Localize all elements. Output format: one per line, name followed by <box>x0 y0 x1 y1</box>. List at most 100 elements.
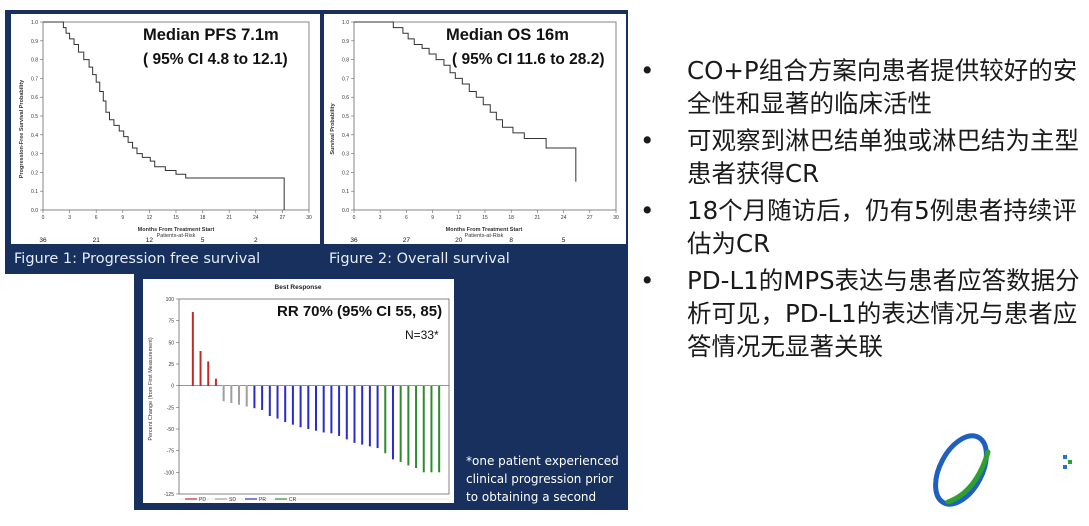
y-tick-label: 0.1 <box>342 189 349 195</box>
pfs-xlabel: Months From Treatment Start <box>138 227 215 233</box>
x-tick-label: 21 <box>535 215 541 221</box>
waterfall-panel: Best Response RR 70% (95% CI 55, 85) N=3… <box>143 279 454 503</box>
x-tick-label: 15 <box>173 215 179 221</box>
waterfall-bar <box>338 385 341 436</box>
waterfall-bar <box>330 385 333 434</box>
y-tick-label: 0.7 <box>342 76 349 82</box>
y-tick-label: 0.4 <box>31 133 38 139</box>
y-tick-label: 50 <box>168 340 174 346</box>
pfs-caption: Figure 1: Progression free survival <box>14 251 261 267</box>
waterfall-bar <box>353 385 356 443</box>
waterfall-bar <box>284 385 287 423</box>
x-tick-label: 21 <box>226 215 232 221</box>
risk-count: 5 <box>201 237 205 244</box>
bullet-text: 18个月随访后，仍有5例患者持续评估为CR <box>687 196 1077 258</box>
bullet-item: • PD-L1的MPS表达与患者应答数据分析可见，PD-L1的表达情况与患者应答情… <box>640 264 1080 363</box>
pfs-panel: Median PFS 7.1m ( 95% CI 4.8 to 12.1) Mo… <box>11 14 320 244</box>
y-tick-label: 0 <box>171 384 174 390</box>
logo-dot <box>1068 460 1072 464</box>
x-tick-label: 24 <box>253 215 259 221</box>
pfs-ci: ( 95% CI 4.8 to 12.1) <box>143 51 288 68</box>
bullet-dot-icon: • <box>640 266 655 295</box>
y-tick-label: 0.7 <box>31 76 38 82</box>
waterfall-bar <box>307 385 310 429</box>
x-tick-label: 12 <box>147 215 153 221</box>
waterfall-bar <box>391 385 394 460</box>
y-tick-label: -125 <box>164 492 174 498</box>
pfs-risk-label: Patients-at-Risk <box>157 233 196 239</box>
risk-count: 21 <box>93 237 101 244</box>
y-tick-label: -75 <box>167 449 174 455</box>
risk-count: 5 <box>562 237 566 244</box>
waterfall-bar <box>191 312 194 386</box>
os-headline: Median OS 16m <box>446 26 569 44</box>
risk-count: 36 <box>39 237 47 244</box>
y-tick-label: 0.6 <box>342 95 349 101</box>
waterfall-bar <box>315 385 317 431</box>
waterfall-footnote: *one patient experienced clinical progre… <box>466 454 619 522</box>
bullet-dot-icon: • <box>640 196 655 225</box>
os-ci: ( 95% CI 11.6 to 28.2) <box>452 51 605 68</box>
bullet-text: CO+P组合方案向患者提供较好的安全性和显著的临床活性 <box>687 56 1078 118</box>
x-tick-label: 15 <box>482 215 488 221</box>
os-caption: Figure 2: Overall survival <box>329 251 510 267</box>
waterfall-bar <box>238 385 241 405</box>
waterfall-bar <box>415 385 418 468</box>
y-tick-label: -100 <box>164 470 174 476</box>
waterfall-bar <box>430 385 433 473</box>
y-tick-label: 75 <box>168 319 174 325</box>
waterfall-bar <box>253 385 256 409</box>
bullet-list: • CO+P组合方案向患者提供较好的安全性和显著的临床活性 • 可观察到淋巴结单独或… <box>640 54 1080 363</box>
waterfall-bar <box>245 385 248 407</box>
waterfall-bar <box>230 385 233 403</box>
waterfall-headline: RR 70% (95% CI 55, 85) <box>277 303 442 320</box>
risk-count: 12 <box>146 237 154 244</box>
logo-dot <box>1063 465 1067 469</box>
y-tick-label: -25 <box>167 405 174 411</box>
pfs-ylabel: Progression-Free Survival Probability <box>19 79 25 178</box>
y-tick-label: 0.0 <box>31 208 38 214</box>
y-tick-label: 1.0 <box>342 20 349 26</box>
waterfall-bar <box>438 385 441 473</box>
y-tick-label: 0.2 <box>342 170 349 176</box>
risk-count: 20 <box>455 237 463 244</box>
waterfall-bar <box>376 385 379 449</box>
y-tick-label: 25 <box>168 362 174 368</box>
y-tick-label: 0.6 <box>31 95 38 101</box>
x-tick-label: 0 <box>42 215 45 221</box>
waterfall-bar <box>399 385 402 462</box>
x-tick-label: 18 <box>508 215 514 221</box>
bullet-dot-icon: • <box>640 126 655 155</box>
logo-arc-green <box>945 449 991 505</box>
legend-label: PR <box>259 497 266 503</box>
x-tick-label: 9 <box>431 215 434 221</box>
waterfall-chart: Best Response RR 70% (95% CI 55, 85) N=3… <box>148 284 450 503</box>
survival-curve <box>354 21 577 182</box>
x-tick-label: 0 <box>353 215 356 221</box>
pfs-headline: Median PFS 7.1m <box>143 26 279 44</box>
x-tick-label: 27 <box>280 215 286 221</box>
y-tick-label: 0.5 <box>342 114 349 120</box>
y-tick-label: 0.4 <box>342 133 349 139</box>
y-tick-label: 0.1 <box>31 189 38 195</box>
os-xlabel: Months From Treatment Start <box>446 227 523 233</box>
waterfall-bar <box>322 385 325 433</box>
waterfall-bar <box>384 385 387 454</box>
waterfall-bar <box>214 378 217 386</box>
y-tick-label: 100 <box>166 297 175 303</box>
bullet-text: 可观察到淋巴结单独或淋巴结为主型患者获得CR <box>687 126 1079 188</box>
y-tick-label: 1.0 <box>31 20 38 26</box>
x-tick-label: 18 <box>200 215 206 221</box>
logo-dot <box>1063 455 1067 459</box>
waterfall-bar <box>345 385 348 440</box>
waterfall-bar <box>199 351 202 386</box>
pfs-chart: Median PFS 7.1m ( 95% CI 4.8 to 12.1) Mo… <box>19 20 312 244</box>
x-tick-label: 3 <box>68 215 71 221</box>
bullet-dot-icon: • <box>640 56 655 85</box>
risk-count: 2 <box>254 237 258 244</box>
y-tick-label: -50 <box>167 427 174 433</box>
survival-curve <box>43 21 285 210</box>
y-tick-label: 0.8 <box>31 58 38 64</box>
os-risk-label: Patients-at-Risk <box>465 233 504 239</box>
y-tick-label: 0.0 <box>342 208 349 214</box>
